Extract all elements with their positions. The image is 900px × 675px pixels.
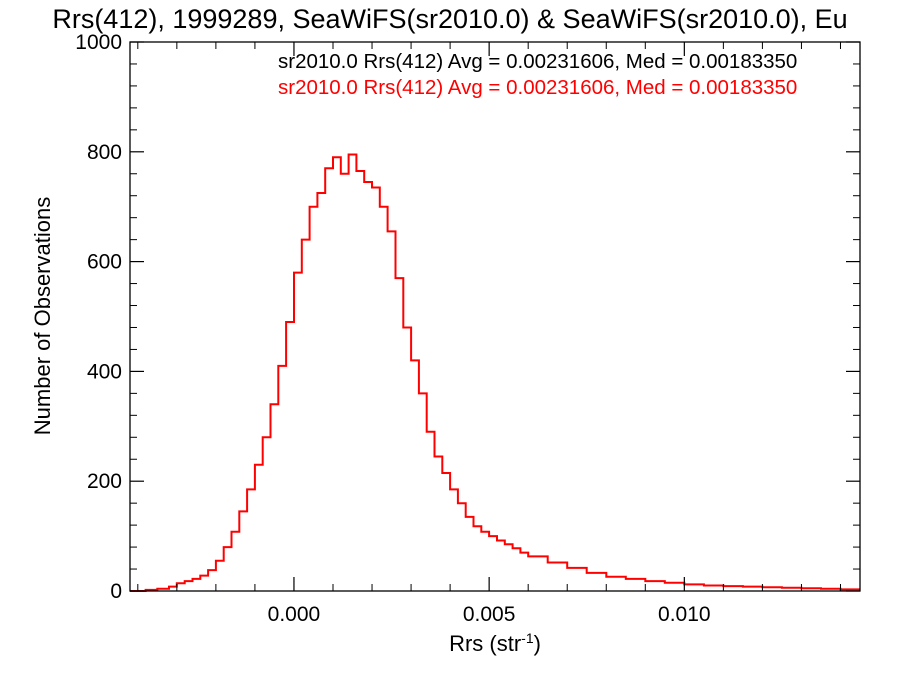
y-tick-label: 600 (87, 251, 122, 274)
x-axis-label: Rrs (str-1) (449, 630, 541, 656)
x-tick-label: 0.005 (463, 603, 516, 626)
stats-line-black: sr2010.0 Rrs(412) Avg = 0.00231606, Med … (278, 50, 797, 73)
histogram-series-0 (130, 153, 860, 592)
x-axis: 0.000 0.005 0.010 (137, 42, 841, 626)
x-axis-label-main: Rrs (str (449, 631, 521, 656)
y-tick-label: 200 (87, 470, 122, 493)
y-tick-label: 800 (87, 141, 122, 164)
y-tick-label: 0 (110, 580, 122, 603)
x-tick-label: 0.010 (658, 603, 711, 626)
stats-line-red: sr2010.0 Rrs(412) Avg = 0.00231606, Med … (278, 76, 797, 99)
chart-title: Rrs(412), 1999289, SeaWiFS(sr2010.0) & S… (52, 4, 847, 34)
y-axis: 0 200 400 600 800 1000 (75, 31, 860, 603)
plot-frame (129, 41, 861, 592)
y-axis-label: Number of Observations (30, 197, 55, 435)
plot-area (130, 153, 860, 592)
y-tick-label: 1000 (75, 31, 122, 54)
x-tick-label: 0.000 (268, 603, 321, 626)
stats-annotations: sr2010.0 Rrs(412) Avg = 0.00231606, Med … (278, 50, 797, 99)
x-axis-label-close: ) (534, 631, 541, 656)
x-axis-label-exponent: -1 (521, 630, 534, 646)
y-tick-label: 400 (87, 360, 122, 383)
